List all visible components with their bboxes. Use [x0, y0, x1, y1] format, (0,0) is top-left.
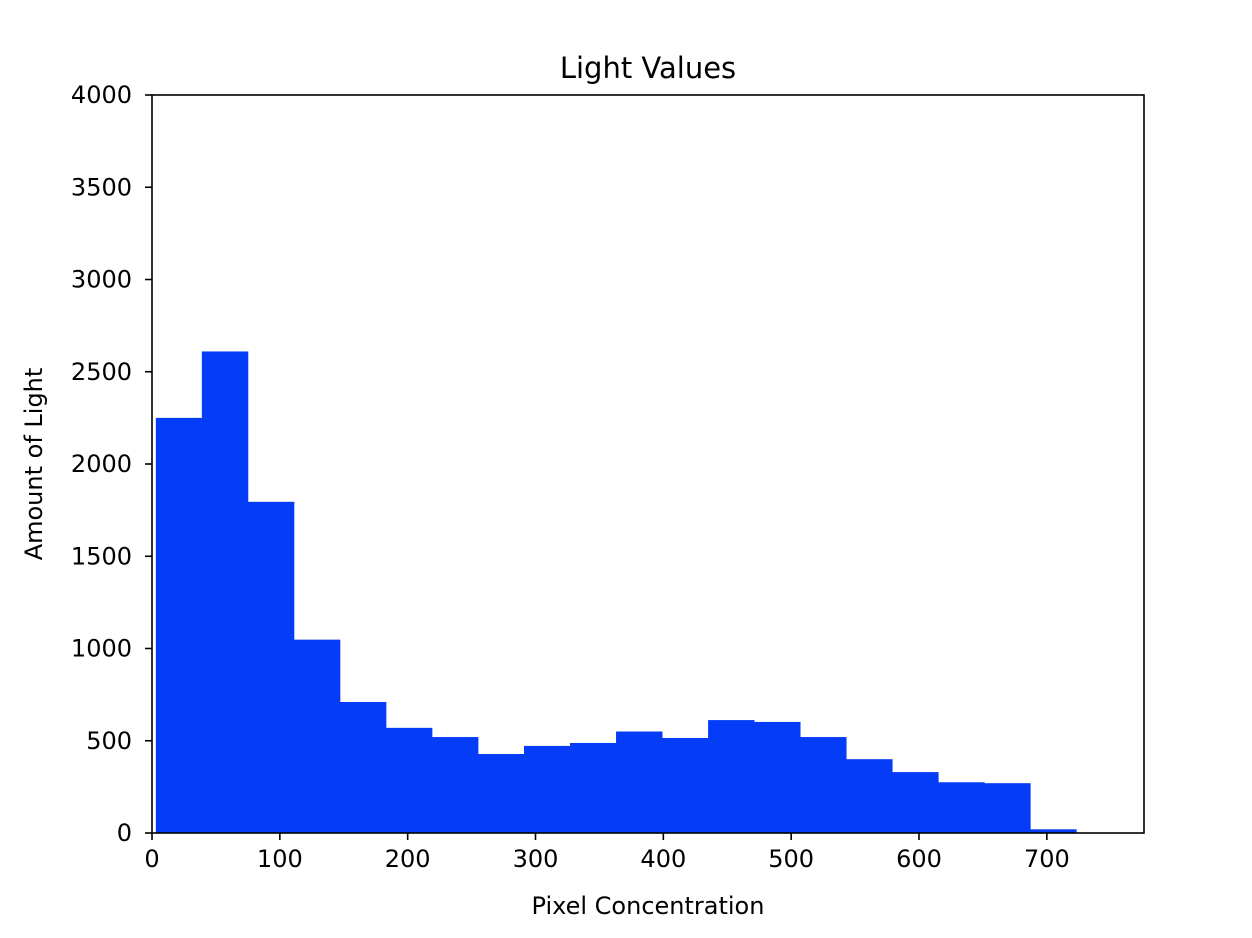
x-tick-label: 400	[640, 845, 686, 873]
histogram-bar	[1030, 829, 1077, 833]
x-tick-label: 500	[768, 845, 814, 873]
histogram-bar	[892, 772, 939, 833]
histogram-bar	[938, 782, 985, 833]
histogram-bar	[385, 727, 433, 833]
histogram-bar	[800, 737, 847, 833]
histogram-bar	[984, 783, 1031, 833]
x-tick-label: 600	[896, 845, 942, 873]
histogram-bar	[201, 351, 249, 833]
histogram-bar	[616, 731, 663, 833]
x-tick-label: 200	[385, 845, 431, 873]
histogram-bar	[339, 702, 387, 833]
histogram-bar	[155, 417, 203, 833]
y-tick-label: 1500	[71, 542, 132, 570]
histogram-bar	[524, 745, 571, 833]
histogram-bar	[570, 742, 617, 833]
y-tick-label: 2500	[71, 358, 132, 386]
y-tick-label: 2000	[71, 450, 132, 478]
histogram-bar	[477, 754, 525, 833]
y-tick-label: 500	[86, 727, 132, 755]
histogram-bar	[247, 501, 295, 833]
chart-title: Light Values	[560, 51, 736, 85]
histogram-bar	[431, 737, 479, 833]
y-axis-label: Amount of Light	[20, 368, 48, 561]
histogram-bar	[708, 720, 755, 833]
x-axis-label: Pixel Concentration	[532, 892, 765, 920]
x-tick-label: 100	[257, 845, 303, 873]
y-tick-label: 4000	[71, 81, 132, 109]
histogram-bar	[754, 721, 801, 833]
histogram-bars	[155, 351, 1077, 833]
y-tick-label: 1000	[71, 635, 132, 663]
x-tick-label: 700	[1024, 845, 1070, 873]
x-axis-ticks: 0 100 200 300 400 500 600 700	[144, 833, 1070, 873]
x-tick-label: 0	[144, 845, 159, 873]
x-tick-label: 300	[513, 845, 559, 873]
histogram-bar	[846, 759, 893, 833]
y-tick-label: 3500	[71, 173, 132, 201]
histogram-bar	[293, 639, 341, 833]
y-tick-label: 3000	[71, 266, 132, 294]
y-axis-ticks: 0 500 1000 1500 2000 2500 3000 3500 4000	[71, 81, 152, 847]
histogram-bar	[662, 737, 709, 833]
y-tick-label: 0	[117, 819, 132, 847]
